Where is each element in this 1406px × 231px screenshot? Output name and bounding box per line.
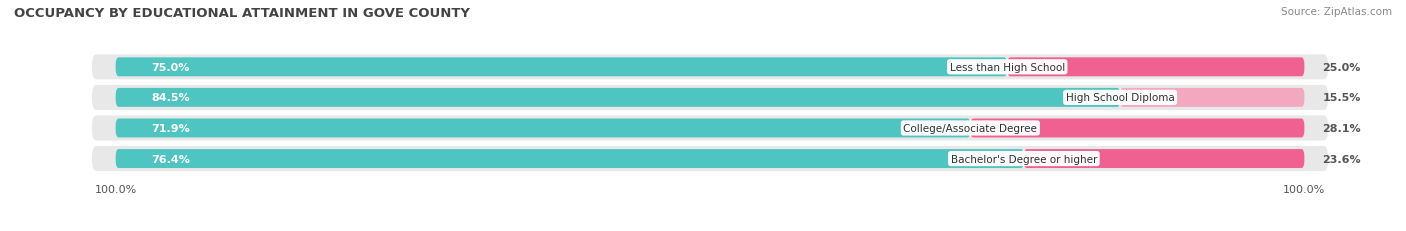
FancyBboxPatch shape [91, 116, 1329, 141]
FancyBboxPatch shape [91, 146, 1329, 171]
FancyBboxPatch shape [115, 119, 970, 138]
Text: Source: ZipAtlas.com: Source: ZipAtlas.com [1281, 7, 1392, 17]
FancyBboxPatch shape [115, 149, 1024, 168]
FancyBboxPatch shape [1007, 58, 1305, 77]
Text: 28.1%: 28.1% [1322, 123, 1361, 133]
Text: 23.6%: 23.6% [1322, 154, 1361, 164]
Text: OCCUPANCY BY EDUCATIONAL ATTAINMENT IN GOVE COUNTY: OCCUPANCY BY EDUCATIONAL ATTAINMENT IN G… [14, 7, 470, 20]
Text: High School Diploma: High School Diploma [1066, 93, 1174, 103]
Text: 71.9%: 71.9% [152, 123, 190, 133]
FancyBboxPatch shape [1121, 88, 1305, 107]
Text: 75.0%: 75.0% [152, 63, 190, 73]
Text: Less than High School: Less than High School [949, 63, 1064, 73]
Text: College/Associate Degree: College/Associate Degree [904, 123, 1038, 133]
FancyBboxPatch shape [91, 55, 1329, 80]
FancyBboxPatch shape [91, 85, 1329, 110]
Text: 76.4%: 76.4% [152, 154, 190, 164]
FancyBboxPatch shape [115, 58, 1007, 77]
Text: Bachelor's Degree or higher: Bachelor's Degree or higher [950, 154, 1097, 164]
Text: 25.0%: 25.0% [1322, 63, 1361, 73]
FancyBboxPatch shape [115, 88, 1121, 107]
Text: 15.5%: 15.5% [1322, 93, 1361, 103]
Text: 84.5%: 84.5% [152, 93, 190, 103]
FancyBboxPatch shape [1024, 149, 1305, 168]
FancyBboxPatch shape [970, 119, 1305, 138]
